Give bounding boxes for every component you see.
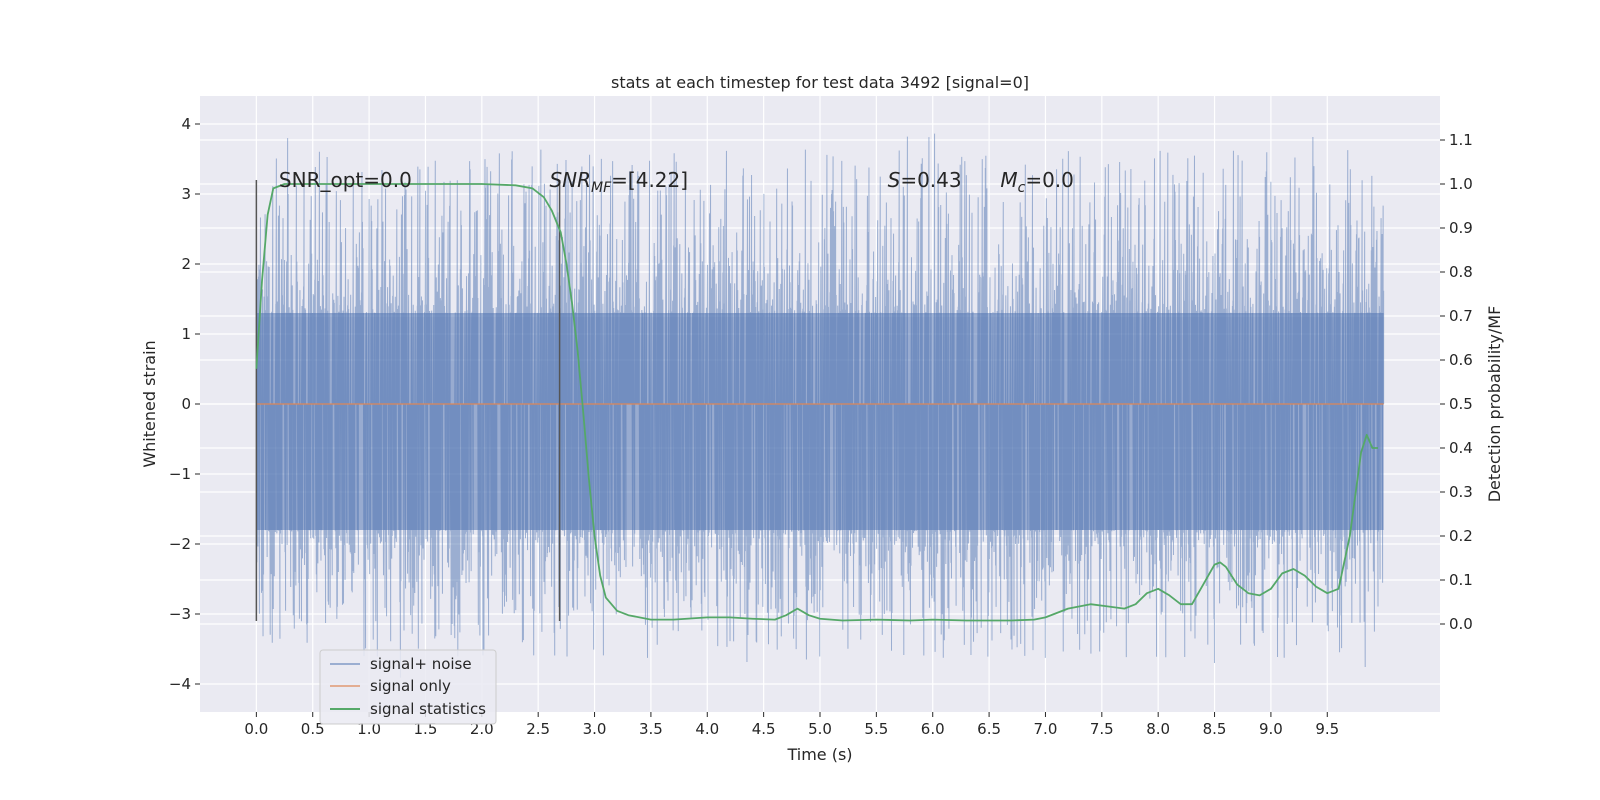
x-tick-label-6: 3.0 xyxy=(583,720,607,738)
x-tick-label-7: 3.5 xyxy=(639,720,663,738)
y-right-tick-label-8: 0.8 xyxy=(1449,263,1473,281)
annotation-s-val: S=0.43 xyxy=(888,168,962,192)
annotation-mc-val-sub: c xyxy=(1018,180,1026,196)
y-right-tick-label-11: 1.1 xyxy=(1449,131,1473,149)
annotation-snr-mf-sub: MF xyxy=(591,180,612,196)
annotation-snr-opt: SNR_opt=0.0 xyxy=(279,168,412,192)
y-right-tick-label-9: 0.9 xyxy=(1449,219,1473,237)
y-right-tick-label-3: 0.3 xyxy=(1449,483,1473,501)
y-left-tick-label-1: −3 xyxy=(169,605,191,623)
x-axis-label: Time (s) xyxy=(786,745,852,764)
vertical-markers xyxy=(255,180,561,621)
x-tick-label-17: 8.5 xyxy=(1203,720,1227,738)
annotation-mc-val: Mc=0.0 xyxy=(1000,168,1074,196)
annotation-s-val-main: S xyxy=(888,168,901,192)
y-left-axis-ticks: −4 −3 −2 −1 0 1 2 3 4 xyxy=(169,115,200,693)
y-left-tick-label-0: −4 xyxy=(169,675,191,693)
legend-box xyxy=(319,649,497,725)
y-left-tick-label-3: −1 xyxy=(169,465,191,483)
x-tick-label-16: 8.0 xyxy=(1146,720,1170,738)
x-tick-label-1: 0.5 xyxy=(301,720,325,738)
annotation-s-val-rest: =0.43 xyxy=(900,168,961,192)
x-tick-label-18: 9.0 xyxy=(1259,720,1283,738)
x-tick-label-11: 5.5 xyxy=(864,720,888,738)
y-right-tick-label-4: 0.4 xyxy=(1449,439,1473,457)
annotation-snr-mf-main: SNR xyxy=(549,168,591,192)
annotation-mc-val-rest: =0.0 xyxy=(1025,168,1074,192)
x-tick-label-12: 6.0 xyxy=(921,720,945,738)
series-signal-noise xyxy=(255,133,1385,678)
plot-area xyxy=(255,133,1385,678)
x-tick-label-14: 7.0 xyxy=(1034,720,1058,738)
y-left-tick-label-4: 0 xyxy=(181,395,191,413)
legend-label-signal-statistics: signal statistics xyxy=(370,700,486,718)
x-tick-label-8: 4.0 xyxy=(695,720,719,738)
chart-title: stats at each timestep for test data 349… xyxy=(611,73,1029,92)
x-tick-label-10: 5.0 xyxy=(808,720,832,738)
annotation-mc-val-main: M xyxy=(1000,168,1017,192)
y-right-axis-ticks: 0.0 0.1 0.2 0.3 0.4 0.5 0.6 0.7 0.8 0.9 1.0 1.1 xyxy=(1440,131,1473,633)
y-right-tick-label-2: 0.2 xyxy=(1449,527,1473,545)
noise-trace xyxy=(255,133,1385,678)
y-left-axis-label: Whitened strain xyxy=(140,340,159,467)
y-left-tick-label-7: 3 xyxy=(181,185,191,203)
x-tick-label-5: 2.5 xyxy=(526,720,550,738)
y-right-tick-label-5: 0.5 xyxy=(1449,395,1473,413)
y-left-tick-label-2: −2 xyxy=(169,535,191,553)
y-right-tick-label-6: 0.6 xyxy=(1449,351,1473,369)
x-tick-label-9: 4.5 xyxy=(752,720,776,738)
x-tick-label-19: 9.5 xyxy=(1315,720,1339,738)
x-tick-label-15: 7.5 xyxy=(1090,720,1114,738)
annotation-snr-mf-rest: =[4.22] xyxy=(611,168,688,192)
annotations: SNR_opt=0.0 SNRMF=[4.22] S=0.43 Mc=0.0 xyxy=(279,168,1074,196)
y-right-tick-label-7: 0.7 xyxy=(1449,307,1473,325)
y-right-tick-label-0: 0.0 xyxy=(1449,615,1473,633)
y-right-tick-label-10: 1.0 xyxy=(1449,175,1473,193)
signal-statistics-line xyxy=(255,183,1378,622)
legend-label-signal-only: signal only xyxy=(370,677,451,695)
x-axis-ticks: 0.0 0.5 1.0 1.5 2.0 2.5 3.0 3.5 4.0 4.5 5.0 5.5 6.0 6… xyxy=(244,712,1339,738)
legend-label-signal-noise: signal+ noise xyxy=(370,655,472,673)
y-left-tick-label-8: 4 xyxy=(181,115,191,133)
y-left-tick-label-5: 1 xyxy=(181,325,191,343)
series-signal-statistics xyxy=(255,183,1378,622)
x-tick-label-13: 6.5 xyxy=(977,720,1001,738)
y-right-tick-label-1: 0.1 xyxy=(1449,571,1473,589)
y-left-tick-label-6: 2 xyxy=(181,255,191,273)
x-tick-label-0: 0.0 xyxy=(244,720,268,738)
y-right-axis-label: Detection probability/MF xyxy=(1485,306,1504,503)
annotation-snr-mf: SNRMF=[4.22] xyxy=(549,168,688,196)
legend: signal+ noise signal only signal statist… xyxy=(319,649,497,725)
